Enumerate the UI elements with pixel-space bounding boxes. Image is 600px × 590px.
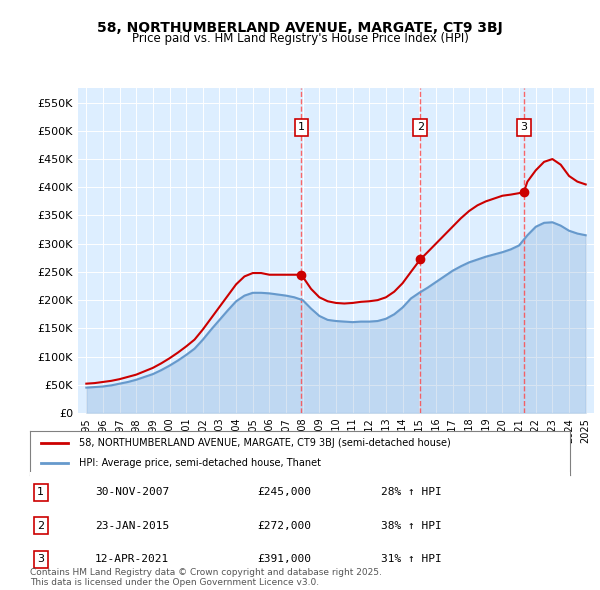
Text: Price paid vs. HM Land Registry's House Price Index (HPI): Price paid vs. HM Land Registry's House … (131, 32, 469, 45)
Text: 2: 2 (37, 521, 44, 531)
Text: 58, NORTHUMBERLAND AVENUE, MARGATE, CT9 3BJ (semi-detached house): 58, NORTHUMBERLAND AVENUE, MARGATE, CT9 … (79, 438, 451, 448)
Text: 58, NORTHUMBERLAND AVENUE, MARGATE, CT9 3BJ: 58, NORTHUMBERLAND AVENUE, MARGATE, CT9 … (97, 21, 503, 35)
Text: 12-APR-2021: 12-APR-2021 (95, 555, 169, 565)
Text: 23-JAN-2015: 23-JAN-2015 (95, 521, 169, 531)
Text: 30-NOV-2007: 30-NOV-2007 (95, 487, 169, 497)
Text: 38% ↑ HPI: 38% ↑ HPI (381, 521, 442, 531)
Text: Contains HM Land Registry data © Crown copyright and database right 2025.
This d: Contains HM Land Registry data © Crown c… (30, 568, 382, 587)
Text: 31% ↑ HPI: 31% ↑ HPI (381, 555, 442, 565)
Text: £391,000: £391,000 (257, 555, 311, 565)
Text: 2: 2 (416, 123, 424, 132)
Text: 3: 3 (37, 555, 44, 565)
Text: £272,000: £272,000 (257, 521, 311, 531)
Text: £245,000: £245,000 (257, 487, 311, 497)
Text: HPI: Average price, semi-detached house, Thanet: HPI: Average price, semi-detached house,… (79, 458, 320, 467)
Text: 3: 3 (520, 123, 527, 132)
Text: 1: 1 (37, 487, 44, 497)
Text: 28% ↑ HPI: 28% ↑ HPI (381, 487, 442, 497)
Text: 1: 1 (298, 123, 305, 132)
